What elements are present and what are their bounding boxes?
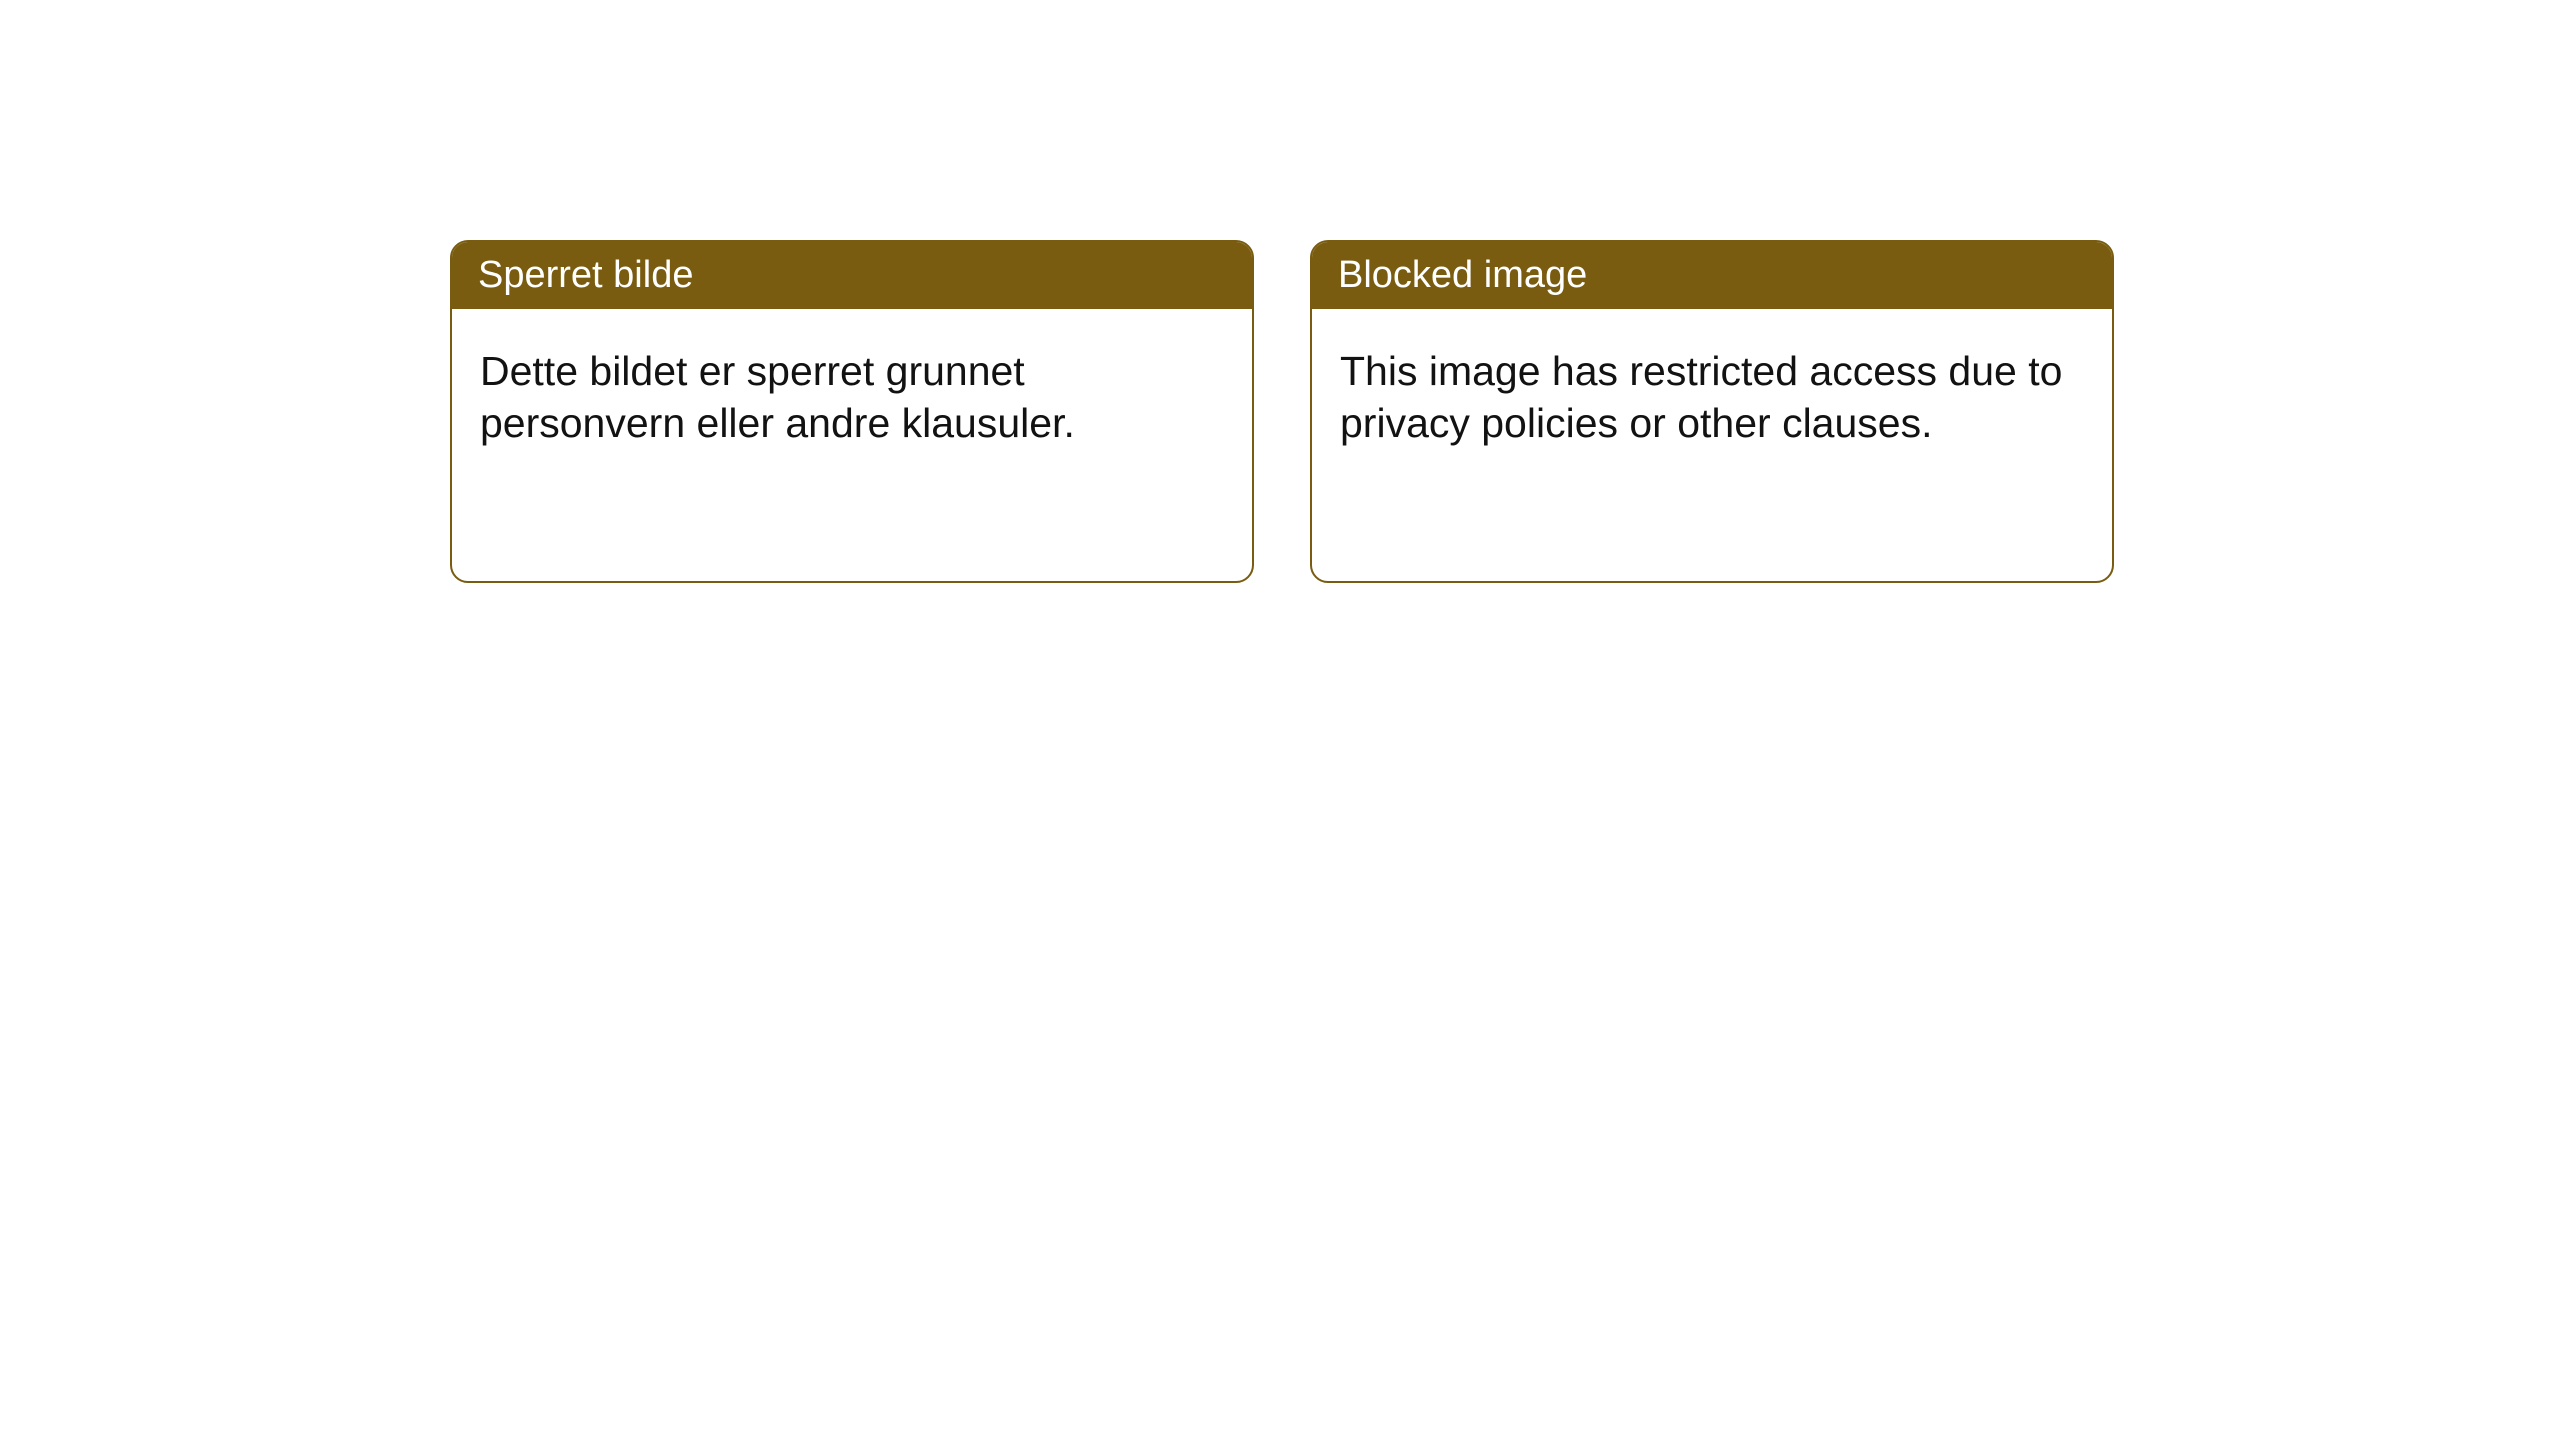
notice-card-english: Blocked image This image has restricted … [1310,240,2114,583]
card-body: This image has restricted access due to … [1312,309,2112,581]
card-title: Blocked image [1338,254,1587,296]
card-body: Dette bildet er sperret grunnet personve… [452,309,1252,581]
card-header: Sperret bilde [452,242,1252,309]
notice-card-norwegian: Sperret bilde Dette bildet er sperret gr… [450,240,1254,583]
card-body-text: This image has restricted access due to … [1340,348,2062,446]
card-title: Sperret bilde [478,254,693,296]
card-body-text: Dette bildet er sperret grunnet personve… [480,348,1075,446]
notice-container: Sperret bilde Dette bildet er sperret gr… [0,0,2560,583]
card-header: Blocked image [1312,242,2112,309]
